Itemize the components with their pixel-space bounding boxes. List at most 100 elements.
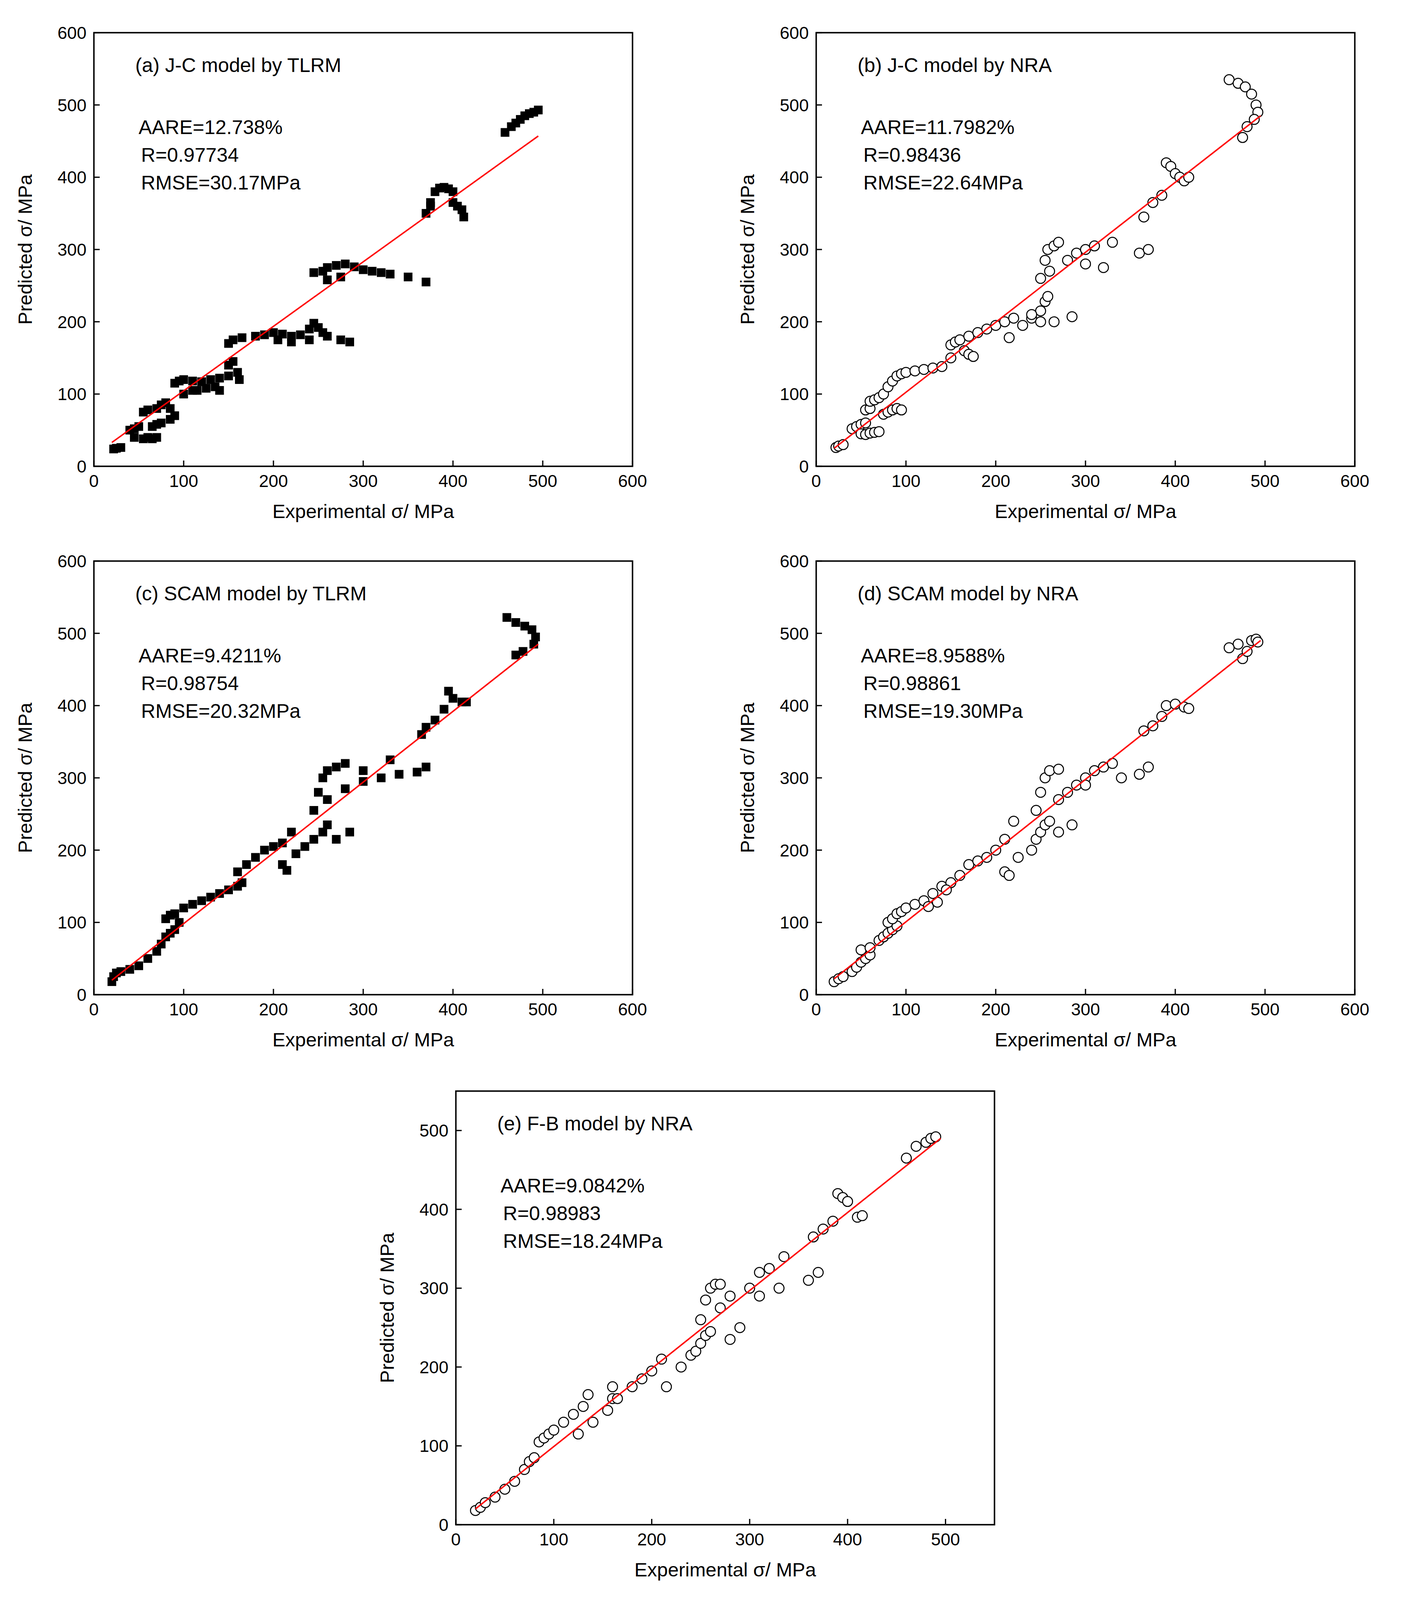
annotation: RMSE=18.24MPa <box>503 1229 663 1252</box>
x-tick-label: 0 <box>88 471 99 491</box>
point <box>725 1334 736 1345</box>
panel: 01002003004005006000100200300400500600(a… <box>14 23 647 523</box>
point <box>1026 845 1037 856</box>
y-axis-label: Predicted σ/ MPa <box>376 1231 398 1383</box>
point <box>314 788 323 797</box>
point <box>332 261 341 270</box>
point <box>309 834 319 844</box>
y-tick-label: 0 <box>438 1514 449 1535</box>
point <box>1017 320 1028 331</box>
y-tick-label: 500 <box>57 95 87 116</box>
plot-area <box>107 613 540 986</box>
point <box>332 762 341 772</box>
point <box>901 1152 912 1163</box>
point <box>215 373 224 383</box>
point <box>529 1452 540 1463</box>
y-tick <box>93 704 100 707</box>
y-tick-label: 500 <box>779 623 809 644</box>
fit-line <box>833 115 1261 449</box>
y-tick-label: 100 <box>779 384 809 404</box>
plot-area <box>109 105 543 453</box>
x-tick-label: 200 <box>258 471 288 491</box>
y-tick-label: 600 <box>779 551 809 571</box>
point <box>1035 316 1046 327</box>
point <box>856 944 867 955</box>
point <box>1098 262 1109 273</box>
x-tick-label: 300 <box>1071 999 1100 1019</box>
point <box>201 383 211 393</box>
point <box>838 971 849 982</box>
x-tick <box>542 460 544 467</box>
point <box>954 334 965 345</box>
point <box>359 265 368 274</box>
annotation: R=0.98754 <box>141 672 239 695</box>
point <box>1066 311 1077 322</box>
x-tick <box>1174 460 1177 467</box>
point <box>323 275 332 284</box>
point <box>583 1389 594 1400</box>
x-tick-label: 0 <box>88 999 99 1019</box>
point <box>448 694 458 703</box>
plot-area <box>829 634 1263 987</box>
point <box>323 795 332 804</box>
panel: 01002003004005006000100200300400500600(b… <box>736 23 1370 523</box>
point <box>165 414 175 424</box>
point <box>842 1196 853 1207</box>
fit-line <box>475 1138 941 1509</box>
x-tick-label: 200 <box>258 999 288 1019</box>
point <box>1237 132 1248 143</box>
annotation: RMSE=19.30MPa <box>863 699 1024 722</box>
point <box>323 766 332 775</box>
annotation: AARE=8.9588% <box>860 644 1005 667</box>
point <box>376 268 386 277</box>
x-tick <box>183 460 185 467</box>
point <box>1138 211 1149 222</box>
point <box>341 259 350 269</box>
point <box>511 650 520 659</box>
point <box>152 433 161 442</box>
frame <box>816 32 1355 467</box>
point <box>857 1210 868 1221</box>
y-tick <box>93 921 100 923</box>
x-tick-label: 100 <box>169 471 199 491</box>
point <box>896 404 907 415</box>
fit-line <box>833 640 1261 979</box>
point <box>228 335 238 344</box>
panel-title: (a) J-C model by TLRM <box>135 54 342 77</box>
y-tick-label: 300 <box>57 239 87 260</box>
x-tick <box>183 988 185 995</box>
y-tick-label: 400 <box>779 167 809 187</box>
point <box>1053 826 1064 837</box>
y-tick <box>816 777 822 779</box>
point <box>502 613 511 622</box>
y-tick <box>93 632 100 634</box>
point <box>412 767 422 777</box>
point <box>900 902 911 913</box>
x-axis-label: Experimental σ/ MPa <box>272 1028 455 1051</box>
y-tick-label: 300 <box>57 768 87 788</box>
x-tick-label: 400 <box>833 1529 863 1549</box>
x-tick <box>273 988 275 995</box>
point <box>1049 316 1060 327</box>
point <box>305 335 314 344</box>
x-tick-label: 100 <box>539 1529 569 1549</box>
point <box>332 834 341 844</box>
x-tick-label: 400 <box>438 999 468 1019</box>
point <box>1008 313 1019 324</box>
annotation: RMSE=30.17MPa <box>141 171 301 194</box>
x-tick-label: 500 <box>931 1529 961 1549</box>
y-tick <box>816 249 822 251</box>
point <box>228 357 238 366</box>
point <box>269 842 278 851</box>
panel: 01002003004005000100200300400500(e) F-B … <box>376 1090 995 1581</box>
point <box>661 1381 672 1392</box>
point <box>376 773 386 782</box>
point <box>1035 305 1046 316</box>
x-tick-label: 600 <box>1340 999 1370 1019</box>
x-tick <box>553 1518 555 1525</box>
x-tick <box>749 1518 751 1525</box>
point <box>170 909 179 918</box>
y-tick-label: 0 <box>799 456 809 477</box>
point <box>143 405 152 415</box>
y-tick-label: 200 <box>57 312 87 332</box>
